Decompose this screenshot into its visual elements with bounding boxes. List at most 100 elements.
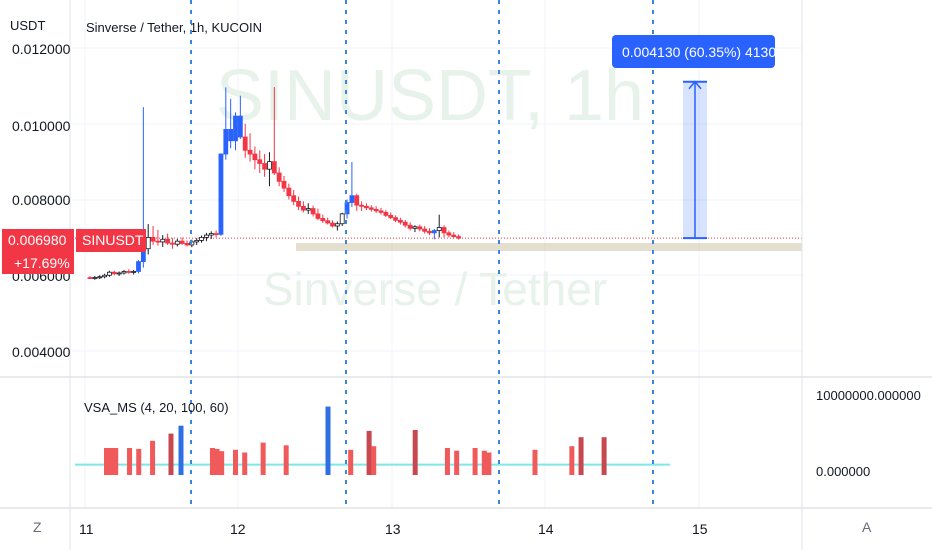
candle-body <box>170 242 175 245</box>
candle-body <box>87 277 93 279</box>
vsa-bar <box>260 442 266 475</box>
candle-body <box>242 136 248 151</box>
candle-body <box>145 236 151 250</box>
vsa-bar <box>127 448 133 475</box>
vsa-bar <box>454 450 460 475</box>
candle-body <box>102 274 107 278</box>
candle-body <box>339 213 345 225</box>
candle-body <box>213 233 219 235</box>
candle-body <box>330 222 335 227</box>
time-tick: 13 <box>385 521 401 537</box>
candle-body <box>252 153 258 161</box>
time-tick: 15 <box>692 521 708 537</box>
candle-body <box>349 195 355 203</box>
vsa-bar <box>569 446 575 475</box>
time-tick: 12 <box>230 521 246 537</box>
candle-body <box>194 240 200 243</box>
candlestick-series <box>87 87 462 280</box>
vsa-bar <box>242 452 248 475</box>
vsa-bar <box>472 448 478 475</box>
vsa-bar <box>486 452 492 475</box>
vsa-bar <box>168 433 174 475</box>
candle-body <box>320 218 326 222</box>
last-price-value: 0.006980 <box>8 232 67 248</box>
vsa-bar <box>532 449 538 475</box>
candle-body <box>131 271 137 273</box>
candle-body <box>136 261 141 272</box>
candle-body <box>431 230 437 234</box>
candle-body <box>116 272 122 275</box>
vsa-bar <box>103 448 109 475</box>
candle-body <box>281 180 287 189</box>
price-band <box>72 237 802 251</box>
candle-body <box>368 207 374 210</box>
indicator-label[interactable]: VSA_MS (4, 20, 100, 60) <box>84 400 229 415</box>
candle-body <box>451 234 457 238</box>
candle-body <box>160 238 166 243</box>
candle-body <box>393 217 398 221</box>
vsa-bar <box>601 437 607 475</box>
candle-body <box>359 204 365 207</box>
vsa-bar <box>283 445 289 475</box>
candle-body <box>383 211 389 216</box>
candle-body <box>184 243 190 246</box>
candle-body <box>199 236 204 241</box>
vsa-bar <box>371 446 377 475</box>
candle-body <box>237 115 243 138</box>
watermark-name: Sinverse / Tether <box>263 263 607 315</box>
vsa-bar <box>366 430 372 475</box>
grid <box>72 0 802 508</box>
candle-body <box>397 219 403 223</box>
price-tick: 0.008000 <box>12 192 71 208</box>
symbol-tag-label: SINUSDT <box>82 232 144 248</box>
candle-body <box>412 226 418 229</box>
measure-tooltip-text: 0.004130 (60.35%) 4130 <box>622 44 776 60</box>
vsa-bar <box>150 440 156 475</box>
candle-body <box>247 149 253 155</box>
last-price-change-tag <box>2 252 74 274</box>
vsa-bar <box>113 448 119 475</box>
candle-body <box>300 205 306 211</box>
candle-body <box>310 208 316 215</box>
candle-body <box>417 226 423 230</box>
candle-body <box>305 208 311 211</box>
candle-body <box>218 153 224 235</box>
candle-body <box>407 224 413 229</box>
candle-body <box>296 200 301 207</box>
chart-title: Sinverse / Tether, 1h, KUCOIN <box>86 20 262 35</box>
last-price-tag <box>2 229 74 252</box>
price-tick: 0.012000 <box>12 41 71 57</box>
candle-body <box>291 195 297 202</box>
vsa-bar <box>214 448 220 475</box>
auto-scale-button[interactable]: A <box>862 519 872 535</box>
candle-body <box>354 195 360 206</box>
candle-body <box>456 236 462 239</box>
candle-body <box>427 230 432 234</box>
measure-tool[interactable] <box>683 80 707 240</box>
candle-body <box>223 129 229 155</box>
candle-body <box>155 240 161 243</box>
candle-body <box>228 129 234 142</box>
candle-body <box>267 161 272 170</box>
candle-body <box>402 221 408 226</box>
vsa-bar-highlight <box>325 406 331 475</box>
measure-tooltip <box>612 35 775 68</box>
vsa-bar <box>136 448 142 475</box>
candle-body <box>315 213 321 219</box>
watermark-symbol: SINUSDT, 1h <box>216 56 644 136</box>
last-price-change: +17.69% <box>14 255 70 271</box>
candle-body <box>233 115 238 142</box>
candle-body <box>126 271 132 273</box>
indicator-axis-tick-max: 10000000.000000 <box>816 388 921 403</box>
candle-body <box>364 205 369 209</box>
vsa-bar <box>233 449 238 475</box>
time-tick: 11 <box>79 521 94 537</box>
candle-body <box>203 234 209 238</box>
candle-body <box>422 228 428 232</box>
candle-body <box>446 232 452 236</box>
vsa-bar <box>481 450 487 475</box>
candle-body <box>436 227 442 231</box>
vsa-bar-highlight <box>178 425 184 475</box>
zoom-button[interactable]: Z <box>33 519 42 535</box>
